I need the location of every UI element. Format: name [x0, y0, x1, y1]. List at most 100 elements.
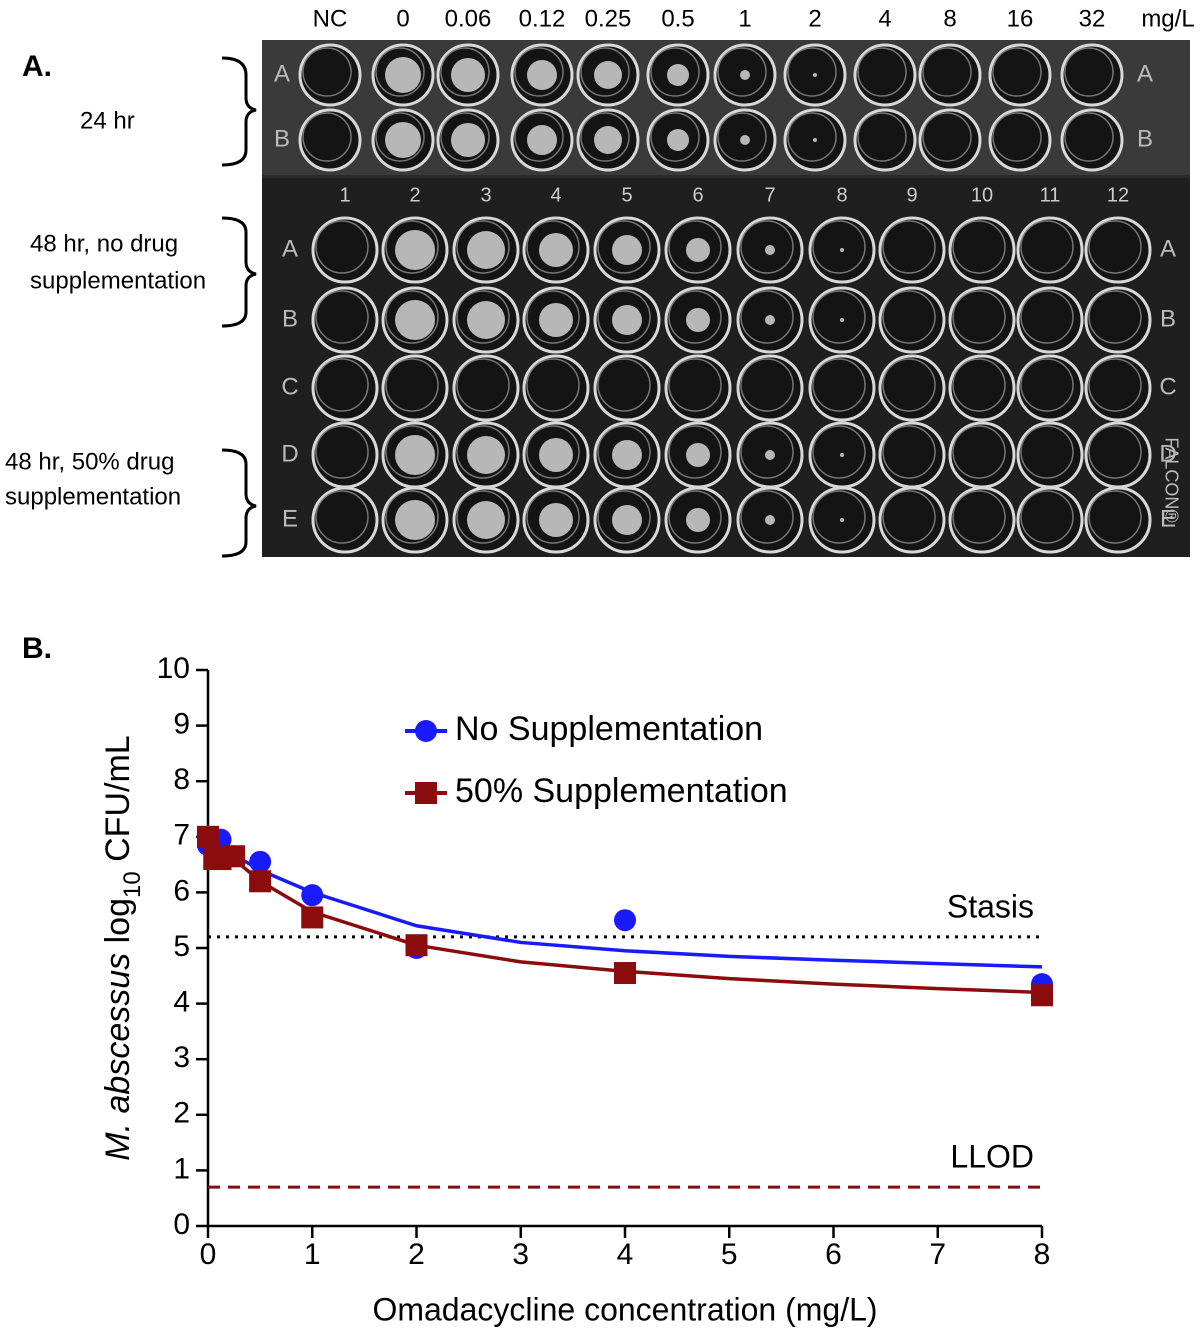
colony [840, 248, 844, 252]
well [736, 354, 804, 422]
colony [539, 503, 573, 537]
colony [594, 61, 622, 89]
well-rim [717, 47, 767, 97]
y-axis-title-part: 10 [119, 871, 146, 898]
reference-label: Stasis [947, 888, 1034, 924]
well-rim [526, 220, 580, 274]
well-rim [812, 425, 866, 479]
point [405, 934, 428, 957]
well [1016, 354, 1084, 422]
well-rim [597, 290, 651, 344]
plate-column-number: 7 [764, 184, 775, 206]
well [1084, 286, 1152, 354]
well-rim [1020, 490, 1074, 544]
well-rim [882, 290, 936, 344]
x-tick-label: 8 [1034, 1238, 1051, 1271]
colony [813, 138, 817, 142]
well [311, 354, 379, 422]
well-rim [456, 490, 510, 544]
well-rim [456, 358, 510, 412]
fit-curve [207, 838, 1043, 969]
y-axis-title-part: M. abscessus [99, 953, 137, 1161]
well [311, 216, 379, 284]
point [1031, 984, 1053, 1007]
well-rim [385, 425, 439, 479]
well-rim [526, 290, 580, 344]
y-tick-label: 2 [173, 1097, 190, 1130]
y-tick-label: 7 [173, 819, 190, 852]
plate-column-number: 10 [971, 184, 993, 206]
well-rim [597, 425, 651, 479]
bracket [221, 56, 257, 167]
well-rim [787, 47, 837, 97]
well-rim [514, 47, 564, 97]
legend-marker [415, 720, 437, 742]
well-rim [740, 220, 794, 274]
colony [395, 500, 435, 540]
column-header: 0.5 [661, 5, 694, 32]
point [223, 845, 246, 868]
point [614, 909, 636, 932]
well [593, 354, 661, 422]
well [808, 354, 876, 422]
well-rim [526, 358, 580, 412]
plate-column-number: 6 [692, 184, 703, 206]
well-rim [580, 47, 630, 97]
well [298, 108, 362, 172]
plate-column-number: 3 [480, 184, 491, 206]
colony [395, 435, 435, 475]
bracket [221, 216, 257, 328]
well-rim [650, 112, 700, 162]
plate-row-letter: A [274, 60, 290, 87]
well-rim [882, 425, 936, 479]
colony [740, 135, 750, 145]
y-tick-label: 1 [173, 1152, 190, 1185]
row-group-label: 24 hr [80, 107, 135, 134]
x-tick-label: 7 [929, 1238, 946, 1271]
reference-label: LLOD [950, 1139, 1034, 1175]
colony [612, 305, 642, 335]
point [197, 825, 219, 848]
well-rim [882, 490, 936, 544]
colony [539, 438, 573, 472]
colony [467, 501, 505, 539]
panel-label: B. [22, 632, 52, 665]
well-rim [1088, 490, 1142, 544]
column-header: 32 [1079, 5, 1106, 32]
x-tick-label: 1 [304, 1238, 321, 1271]
colony [765, 245, 775, 255]
y-axis-title-part: CFU/mL [99, 735, 137, 871]
x-axis-title: Omadacycline concentration (mg/L) [372, 1291, 877, 1327]
column-header: 4 [878, 5, 891, 32]
column-header: 0 [396, 5, 409, 32]
bracket [221, 448, 257, 558]
well-rim [922, 112, 972, 162]
panel-label: A. [22, 50, 52, 83]
plate-column-number: 1 [339, 184, 350, 206]
plate-row-letter: B [274, 125, 290, 152]
plate-column-number: 11 [1040, 184, 1061, 206]
colony [840, 318, 844, 322]
plate-column-number: 9 [906, 184, 917, 206]
well [664, 354, 732, 422]
well-rim [992, 47, 1042, 97]
well-rim [597, 358, 651, 412]
legend-label: 50% Supplementation [455, 772, 788, 810]
well [1016, 486, 1084, 554]
plate-column-number: 12 [1107, 184, 1129, 206]
well-rim [740, 425, 794, 479]
colony [686, 443, 710, 467]
row-group-label: supplementation [5, 483, 181, 510]
well-rim [385, 358, 439, 412]
plate-row-letter: D [1159, 440, 1176, 467]
well-rim [456, 425, 510, 479]
well [948, 354, 1016, 422]
well [381, 354, 449, 422]
y-tick-label: 10 [157, 652, 190, 685]
well-rim [740, 358, 794, 412]
well [311, 486, 379, 554]
colony [686, 508, 710, 532]
colony [527, 60, 557, 90]
colony [686, 308, 710, 332]
well-rim [952, 290, 1006, 344]
